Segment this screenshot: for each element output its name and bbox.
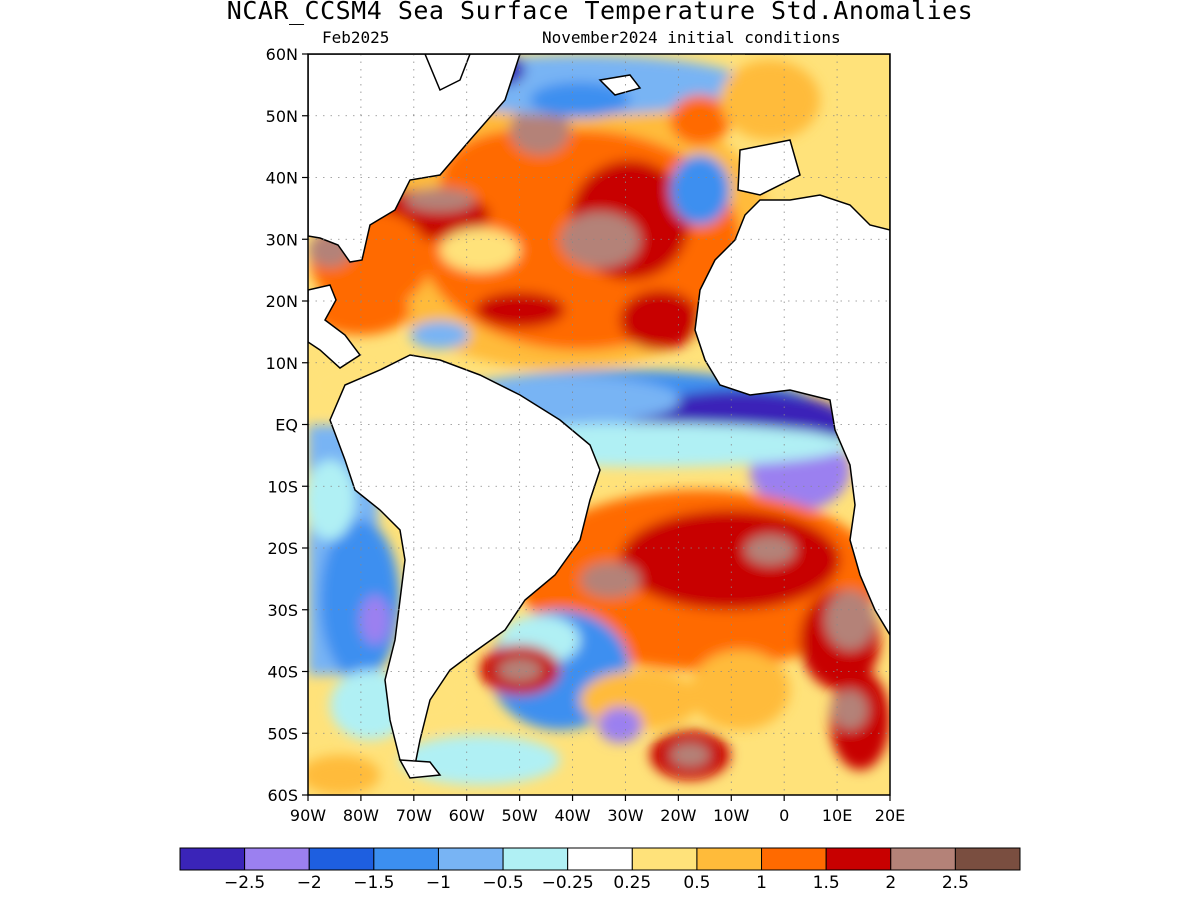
color-bar-label: −2	[297, 873, 322, 893]
iberia-land	[737, 139, 801, 196]
lon-tick-label: 20E	[875, 806, 905, 825]
initial-conditions-label: November2024 initial conditions	[542, 28, 841, 47]
central-america-land	[308, 284, 362, 369]
europe-africa-land	[694, 54, 890, 637]
lon-tick-label: 0	[779, 806, 789, 825]
lat-tick-label: 30S	[267, 601, 298, 620]
lat-tick-label: 50N	[266, 107, 298, 126]
color-bar-label: −1.5	[353, 873, 394, 893]
color-bar-label: −1	[426, 873, 451, 893]
tierra-del-fuego-land	[398, 759, 442, 779]
lat-tick-label: 60S	[267, 786, 298, 805]
lat-tick-label: EQ	[275, 416, 298, 435]
lon-tick-label: 10W	[713, 806, 749, 825]
lon-tick-label: 30W	[607, 806, 643, 825]
lat-tick-label: 40S	[267, 663, 298, 682]
lat-tick-label: 10S	[267, 477, 298, 496]
color-bar-swatch	[179, 847, 246, 871]
valid-month-label: Feb2025	[322, 28, 390, 47]
latitude-axis: 60N 50N 40N 30N 20N 10N EQ 10S 20S 30S 40S 50S 60S	[266, 45, 308, 805]
land	[308, 54, 890, 779]
color-bar-swatch	[244, 847, 310, 871]
color-bar-swatch	[567, 847, 633, 871]
color-bar-label: −0.25	[542, 873, 594, 893]
lat-tick-label: 20S	[267, 539, 298, 558]
lat-tick-label: 50S	[267, 724, 298, 743]
lat-tick-label: 20N	[266, 292, 298, 311]
color-bar-label: −2.5	[224, 873, 265, 893]
color-bar-swatch	[437, 847, 504, 871]
lon-tick-label: 90W	[290, 806, 326, 825]
color-bar-label: 0.5	[683, 873, 710, 893]
south-america-land	[329, 354, 601, 766]
color-bar-swatch	[825, 847, 892, 871]
lon-tick-label: 80W	[343, 806, 379, 825]
lat-tick-label: 10N	[266, 354, 298, 373]
color-bar-label: 2.5	[942, 873, 969, 893]
color-bar-swatch	[502, 847, 569, 871]
lon-tick-label: 20W	[660, 806, 696, 825]
lon-tick-label: 50W	[502, 806, 538, 825]
greenland-land	[424, 54, 471, 92]
iceland-land	[598, 74, 642, 96]
lat-tick-label: 60N	[266, 45, 298, 64]
lon-tick-label: 10E	[822, 806, 852, 825]
lat-tick-label: 40N	[266, 169, 298, 188]
color-bar-swatch	[761, 847, 827, 871]
color-bar-label: 1	[756, 873, 767, 893]
anomaly-field	[308, 54, 890, 795]
lon-tick-label: 60W	[449, 806, 485, 825]
color-bar-swatch	[308, 847, 375, 871]
color-bar: −2.5 −2 −1.5 −1 −0.5 −0.25 0.25 0.5 1 1.5 2 2.5	[179, 847, 1021, 893]
color-bar-swatch	[954, 847, 1021, 871]
color-bar-swatch	[890, 847, 956, 871]
lon-tick-label: 40W	[554, 806, 590, 825]
color-bar-swatch	[696, 847, 763, 871]
chart-title: NCAR_CCSM4 Sea Surface Temperature Std.A…	[226, 0, 974, 25]
color-bar-label: 0.25	[613, 873, 651, 893]
lat-tick-label: 30N	[266, 230, 298, 249]
longitude-axis: 90W 80W 70W 60W 50W 40W 30W 20W 10W 0 10E 20E	[290, 795, 905, 825]
lon-tick-label: 70W	[396, 806, 432, 825]
color-bar-label: 1.5	[813, 873, 840, 893]
color-bar-label: −0.5	[482, 873, 523, 893]
color-bar-swatch	[373, 847, 439, 871]
color-bar-swatch	[631, 847, 698, 871]
color-bar-label: 2	[885, 873, 896, 893]
